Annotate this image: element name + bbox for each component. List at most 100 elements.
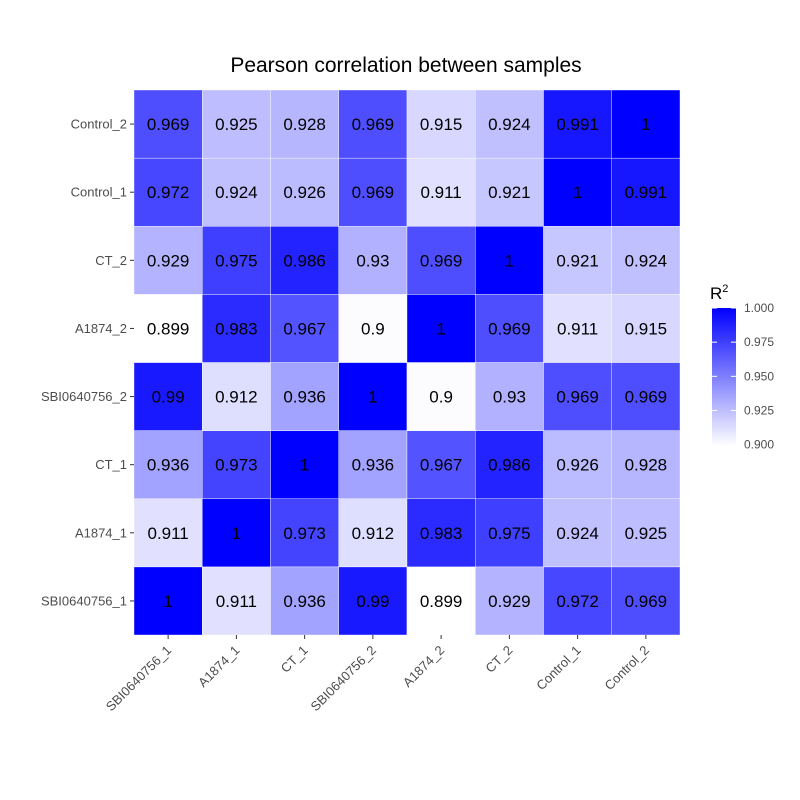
- cell-value-label: 0.911: [147, 524, 188, 543]
- heatmap-cell: [475, 566, 544, 636]
- cell-value-label: 0.983: [420, 524, 463, 543]
- cell-value-label: 1: [163, 592, 172, 611]
- heatmap-cell: [270, 498, 339, 568]
- heatmap-cell: [543, 294, 612, 363]
- cell-value-label: 0.925: [625, 524, 668, 543]
- cell-value-label: 0.926: [556, 456, 599, 475]
- cell-value-label: 0.967: [420, 456, 463, 475]
- cell-value-label: 0.991: [556, 115, 599, 134]
- heatmap-cell: [202, 498, 271, 568]
- heatmap-cell: [406, 294, 476, 363]
- legend-colorbar: [712, 308, 736, 446]
- cell-value-label: 1: [232, 524, 241, 543]
- heatmap-cell: [543, 226, 612, 295]
- heatmap-cell: [475, 362, 544, 431]
- heatmap-cell: [611, 430, 681, 499]
- cell-value-label: 0.986: [283, 251, 326, 270]
- y-tick-label: SBI0640756_2: [41, 389, 127, 404]
- cell-value-label: 0.936: [283, 388, 326, 407]
- heatmap-panel: 1 0.911 0.936 0.99 0.899 0.929 0.972 0.9690.911…: [133, 89, 681, 636]
- heatmap-cell: [611, 566, 681, 636]
- heatmap-cell: [202, 294, 271, 363]
- cell-value-label: 0.925: [215, 115, 258, 134]
- heatmap-cell: [202, 89, 271, 159]
- legend-title-main: R: [710, 284, 722, 303]
- cell-value-label: 0.969: [352, 115, 395, 134]
- legend-tick-label: 0.950: [744, 369, 774, 383]
- heatmap-cell: [270, 89, 339, 159]
- cell-value-label: 0.99: [152, 388, 185, 407]
- heatmap-cell: [543, 89, 612, 159]
- y-tick-label: CT_1: [95, 457, 127, 472]
- heatmap-cell: [475, 430, 544, 499]
- cell-value-label: 0.969: [556, 388, 599, 407]
- heatmap-cell: [543, 430, 612, 499]
- legend-title-superscript: 2: [722, 283, 728, 295]
- legend-tick-label: 0.925: [744, 403, 774, 417]
- heatmap-cell: [133, 157, 203, 227]
- heatmap-cell: [611, 157, 681, 227]
- heatmap-cell: [202, 226, 271, 295]
- heatmap-cell: [543, 498, 612, 568]
- cell-value-label: 0.912: [352, 524, 395, 543]
- heatmap-cell: [543, 566, 612, 636]
- heatmap-cell: [611, 294, 681, 363]
- cell-value-label: 0.936: [147, 456, 190, 475]
- y-tick-label: CT_2: [95, 253, 127, 268]
- y-tick-label: Control_1: [71, 185, 127, 200]
- cell-value-label: 0.936: [352, 456, 395, 475]
- y-tick-label: A1874_2: [75, 321, 127, 336]
- cell-value-label: 0.929: [147, 251, 190, 270]
- y-tick-label: A1874_1: [75, 525, 127, 540]
- cell-value-label: 0.99: [356, 592, 389, 611]
- heatmap-cell: [406, 89, 476, 159]
- cell-value-label: 0.911: [557, 319, 598, 338]
- cell-value-label: 0.969: [625, 592, 668, 611]
- heatmap-cell: [270, 157, 339, 227]
- heatmap-cell: [338, 362, 408, 431]
- cell-value-label: 0.926: [283, 183, 326, 202]
- cell-value-label: 0.921: [556, 251, 599, 270]
- cell-value-label: 1: [505, 251, 514, 270]
- legend-title: R2: [710, 283, 728, 303]
- y-axis: SBI0640756_1 A1874_1 CT_1 SBI0640756_2 A1874…: [41, 117, 134, 608]
- heatmap-cell: [543, 362, 612, 431]
- heatmap-cell: [338, 226, 408, 295]
- heatmap-cell: [338, 89, 408, 159]
- cell-value-label: 1: [641, 115, 650, 134]
- heatmap-cell: [475, 89, 544, 159]
- heatmap-cell: [475, 157, 544, 227]
- heatmap-cell: [338, 498, 408, 568]
- heatmap-cell: [270, 226, 339, 295]
- heatmap-cell: [133, 226, 203, 295]
- cell-value-label: 0.924: [488, 115, 531, 134]
- cell-value-label: 0.915: [625, 319, 668, 338]
- cell-value-label: 0.936: [283, 592, 326, 611]
- heatmap-cell: [270, 430, 339, 499]
- legend-tick-label: 0.975: [744, 335, 774, 349]
- cell-value-label: 0.912: [215, 388, 258, 407]
- cell-value-label: 1: [368, 388, 377, 407]
- cell-value-label: 0.969: [625, 388, 668, 407]
- heatmap-cell: [202, 362, 271, 431]
- heatmap-cell: [406, 362, 476, 431]
- heatmap-cell: [406, 498, 476, 568]
- cell-value-label: 0.911: [420, 183, 461, 202]
- cell-value-label: 0.921: [488, 183, 531, 202]
- heatmap-cell: [406, 226, 476, 295]
- heatmap-cell: [202, 430, 271, 499]
- cell-value-label: 0.915: [420, 115, 463, 134]
- cell-value-label: 1: [300, 456, 309, 475]
- cell-value-label: 0.929: [488, 592, 531, 611]
- cell-value-label: 0.986: [488, 456, 531, 475]
- cell-value-label: 0.93: [493, 388, 526, 407]
- cell-value-label: 0.969: [420, 251, 463, 270]
- heatmap-cell: [611, 89, 681, 159]
- heatmap-cell: [611, 498, 681, 568]
- cell-value-label: 0.924: [625, 251, 668, 270]
- cell-value-label: 0.9: [429, 388, 453, 407]
- cell-value-label: 0.973: [215, 456, 258, 475]
- cell-value-label: 0.969: [488, 319, 531, 338]
- cell-value-label: 1: [436, 319, 445, 338]
